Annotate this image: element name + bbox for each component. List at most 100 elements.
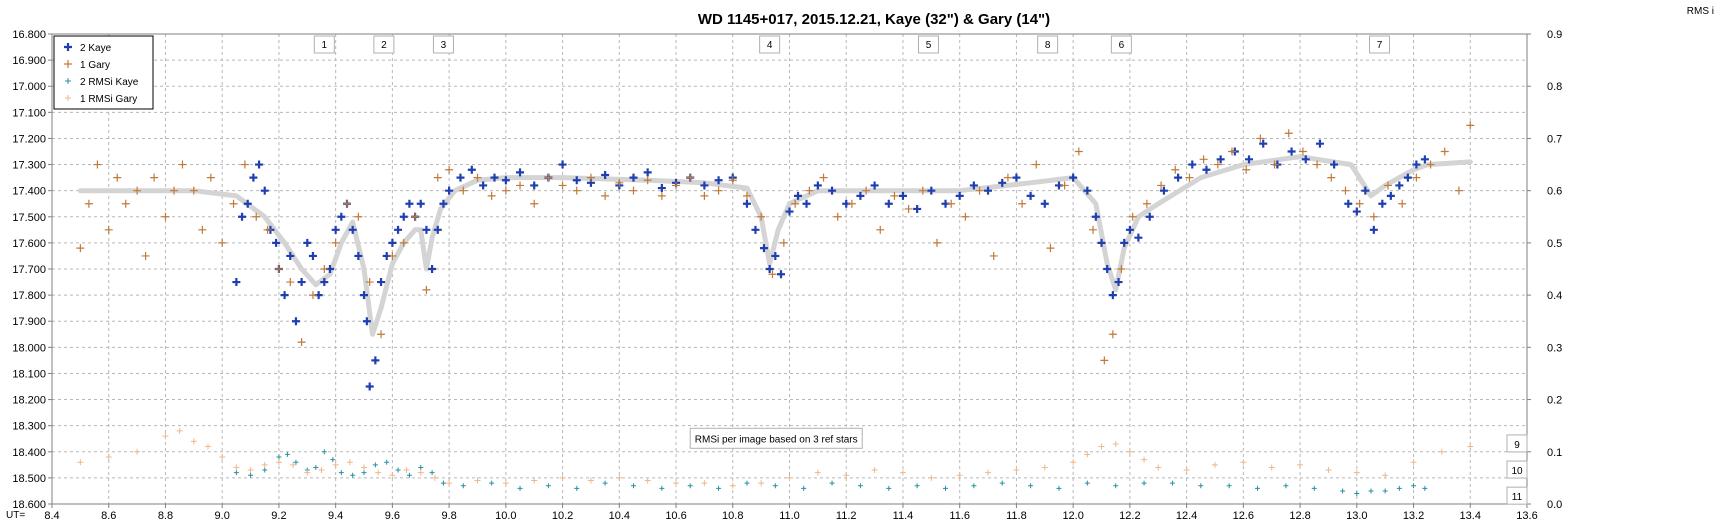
data-point (1313, 160, 1322, 169)
data-point (1040, 199, 1049, 208)
dip-marker-box (759, 35, 781, 54)
data-point (440, 480, 446, 486)
data-point (1089, 225, 1098, 234)
dip-marker-label: 5 (926, 40, 932, 51)
data-point (744, 480, 750, 486)
data-point (801, 485, 807, 491)
data-point (1422, 485, 1428, 491)
data-point (1398, 199, 1407, 208)
x-tick-label: 8.4 (44, 510, 59, 522)
left-tick-label: 16.900 (12, 55, 46, 67)
left-tick-label: 18.400 (12, 447, 46, 459)
data-point (361, 464, 368, 471)
data-point (602, 480, 608, 486)
data-point (1091, 212, 1100, 221)
data-point (989, 251, 998, 260)
data-point (489, 480, 495, 486)
x-tick-label: 10.8 (722, 510, 743, 522)
data-point (1128, 212, 1137, 221)
data-point (998, 178, 1007, 187)
right-label-box (1506, 460, 1528, 479)
data-point (178, 160, 187, 169)
data-point (1211, 461, 1218, 468)
data-point (320, 278, 329, 287)
data-point (243, 199, 252, 208)
data-point (1325, 467, 1332, 474)
data-point (700, 191, 709, 200)
left-tick-label: 17.100 (12, 107, 46, 119)
data-point (343, 199, 351, 208)
data-point (856, 191, 865, 200)
data-point (765, 265, 774, 273)
x-tick-label: 13.4 (1460, 510, 1481, 522)
data-point (388, 251, 397, 260)
data-point (1354, 491, 1360, 497)
legend-box (53, 35, 154, 110)
data-point (1134, 233, 1143, 242)
data-point (190, 438, 197, 445)
data-point (431, 474, 438, 481)
data-point (772, 483, 778, 489)
right-tick-label: 0.5 (1547, 238, 1562, 250)
data-point (1213, 160, 1222, 169)
data-point (574, 485, 580, 491)
grid (52, 34, 1527, 504)
data-point (1426, 160, 1435, 169)
x-tick-label: 10.6 (665, 510, 686, 522)
data-point (169, 186, 178, 195)
data-point (1120, 238, 1129, 247)
data-point (1467, 443, 1474, 450)
data-point (913, 204, 922, 213)
data-point (829, 480, 835, 486)
data-point (1386, 191, 1395, 200)
data-point (819, 173, 828, 182)
data-point (586, 173, 595, 182)
data-point (601, 171, 610, 179)
data-point (630, 483, 636, 489)
x-tick-label: 11.0 (779, 510, 800, 522)
data-point (643, 176, 652, 185)
legend-marker (64, 43, 72, 51)
x-tick-label: 12.8 (1289, 510, 1310, 522)
data-point (403, 467, 410, 474)
data-point (501, 186, 510, 195)
data-point (1070, 459, 1077, 466)
left-tick-label: 18.300 (12, 421, 46, 433)
data-point (1466, 121, 1475, 130)
left-tick-label: 17.700 (12, 264, 46, 276)
data-point (1297, 461, 1304, 468)
data-point (377, 330, 386, 339)
data-point (1169, 480, 1175, 486)
x-tick-label: 13.0 (1346, 510, 1367, 522)
data-point (308, 291, 317, 300)
data-point (1412, 173, 1421, 182)
data-point (1341, 186, 1350, 195)
data-point (1283, 483, 1289, 489)
x-tick-label: 12.6 (1233, 510, 1254, 522)
data-point (176, 427, 183, 434)
data-point (975, 186, 984, 195)
axes: 16.800 16.900 17.000 17.100 17.200 17.300 17.4… (12, 29, 1562, 522)
data-point (1353, 469, 1360, 476)
data-point (104, 225, 113, 234)
data-point (1226, 483, 1232, 489)
x-tick-label: 13.2 (1403, 510, 1424, 522)
data-point (1026, 191, 1035, 200)
data-point (121, 199, 130, 208)
data-point (701, 480, 708, 487)
data-point (332, 461, 339, 468)
data-point (422, 285, 431, 294)
data-point (473, 173, 482, 182)
x-tick-label: 10.4 (609, 510, 630, 522)
x-tick-label: 9.0 (215, 510, 230, 522)
data-point (1284, 129, 1293, 138)
data-point (1268, 464, 1275, 471)
data-point (205, 443, 212, 450)
x-tick-label: 8.8 (158, 510, 173, 522)
data-point (261, 461, 268, 468)
data-point (1117, 265, 1126, 273)
data-point (1410, 459, 1417, 466)
data-point (260, 186, 269, 195)
legend-label: 2 RMSi Kaye (80, 77, 139, 88)
data-point (84, 199, 93, 208)
